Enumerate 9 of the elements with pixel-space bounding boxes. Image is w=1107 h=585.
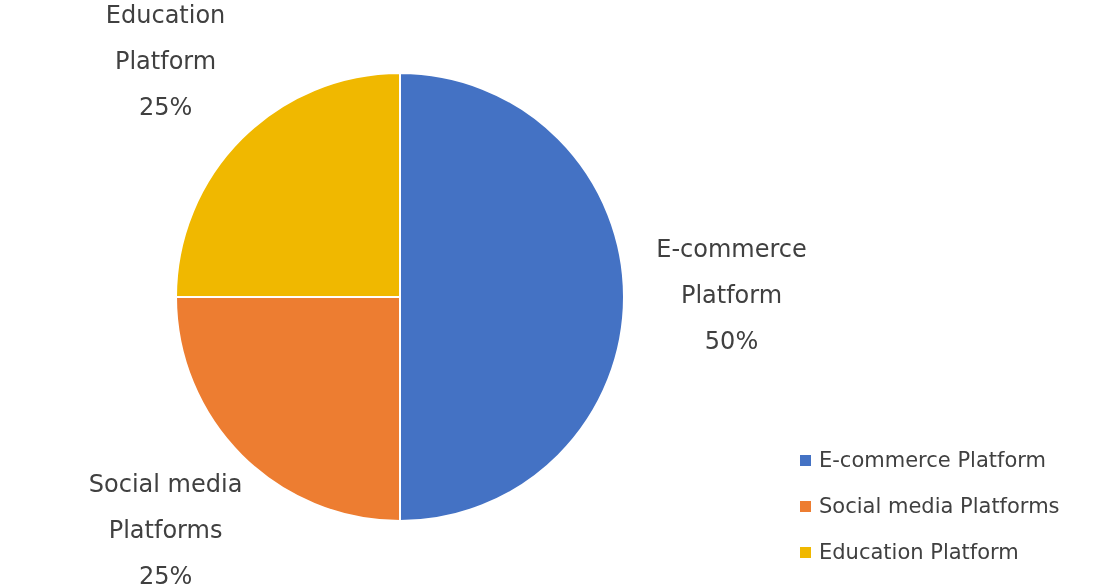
legend-label: E-commerce Platform	[819, 448, 1046, 472]
slice-label: Education Platform	[105, 0, 226, 75]
data-label: 25%	[138, 92, 193, 121]
slice-label: Social media Platforms	[88, 469, 243, 544]
data-label: 25%	[138, 561, 193, 585]
legend-label: Education Platform	[819, 540, 1019, 564]
data-label: 50%	[704, 327, 759, 356]
legend-label: Social media Platforms	[819, 494, 1060, 518]
slice-label: E-commerce Platform	[656, 235, 807, 310]
